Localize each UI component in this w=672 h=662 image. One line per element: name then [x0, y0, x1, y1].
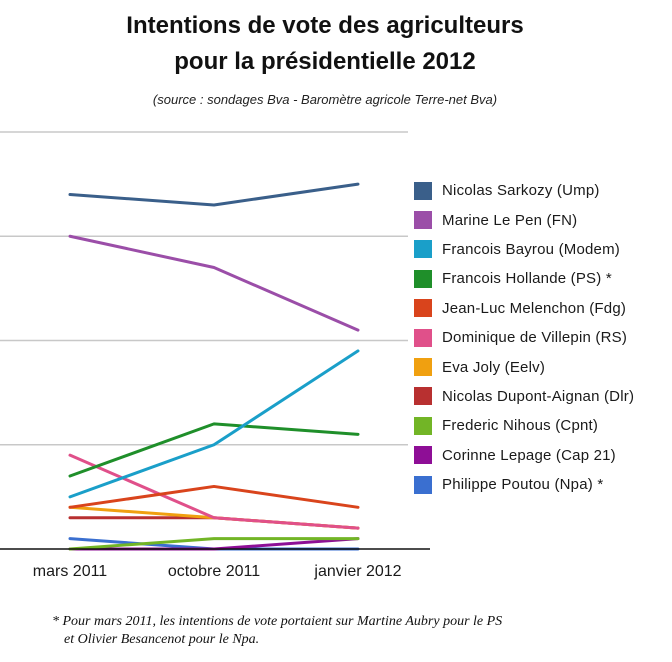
legend-label: Frederic Nihous (Cpnt)	[442, 417, 599, 435]
series-line-2	[68, 349, 360, 499]
legend-item: Corinne Lepage (Cap 21)	[414, 441, 672, 470]
series-line-3	[68, 422, 360, 478]
legend-swatch	[414, 181, 432, 200]
legend-item: Frederic Nihous (Cpnt)	[414, 411, 672, 440]
legend-item: Nicolas Dupont-Aignan (Dlr)	[414, 382, 672, 411]
x-axis: mars 2011 octobre 2011 janvier 2012	[0, 548, 430, 580]
footnote: * Pour mars 2011, les intentions de vote…	[52, 613, 652, 649]
legend-label: Marine Le Pen (FN)	[442, 211, 578, 229]
x-tick-label: janvier 2012	[313, 563, 401, 580]
x-tick-label: octobre 2011	[168, 563, 260, 580]
chart-subtitle: (source : sondages Bva - Baromètre agric…	[152, 92, 498, 107]
legend-label: Francois Bayrou (Modem)	[442, 240, 620, 258]
series-line-7	[68, 516, 360, 530]
legend: Nicolas Sarkozy (Ump) Marine Le Pen (FN) F…	[414, 176, 672, 499]
legend-swatch	[414, 328, 432, 347]
series-line-10	[68, 537, 360, 551]
legend-swatch	[414, 211, 432, 230]
x-tick-label: mars 2011	[33, 563, 108, 580]
series-line-0	[68, 182, 360, 207]
legend-label: Corinne Lepage (Cap 21)	[442, 446, 616, 464]
legend-item: Jean-Luc Melenchon (Fdg)	[414, 294, 672, 323]
legend-swatch	[414, 358, 432, 377]
legend-label: Dominique de Villepin (RS)	[442, 329, 628, 347]
footnote-line-2: et Olivier Besancenot pour le Npa.	[64, 632, 260, 647]
legend-label: Francois Hollande (PS) *	[442, 270, 612, 288]
legend-label: Philippe Poutou (Npa) *	[442, 476, 604, 494]
footnote-line-1: * Pour mars 2011, les intentions de vote…	[52, 614, 503, 629]
legend-swatch	[414, 416, 432, 435]
legend-label: Nicolas Sarkozy (Ump)	[442, 182, 600, 200]
legend-item: Eva Joly (Eelv)	[414, 352, 672, 381]
legend-label: Jean-Luc Melenchon (Fdg)	[442, 299, 627, 317]
chart-title-line-2: pour la présidentielle 2012	[174, 48, 476, 75]
legend-item: Dominique de Villepin (RS)	[414, 323, 672, 352]
series-line-8	[68, 537, 360, 551]
legend-swatch	[414, 240, 432, 259]
legend-item: Francois Hollande (PS) *	[414, 264, 672, 293]
legend-swatch	[414, 269, 432, 288]
legend-item: Francois Bayrou (Modem)	[414, 235, 672, 264]
legend-swatch	[414, 299, 432, 318]
legend-label: Eva Joly (Eelv)	[442, 358, 546, 376]
series-line-5	[68, 453, 360, 530]
series-line-4	[68, 484, 360, 509]
legend-label: Nicolas Dupont-Aignan (Dlr)	[442, 387, 635, 405]
chart-title: Intentions de vote des agriculteurs pour…	[0, 8, 650, 80]
series-lines	[68, 182, 360, 551]
legend-item: Philippe Poutou (Npa) *	[414, 470, 672, 499]
line-chart: mars 2011 octobre 2011 janvier 2012	[0, 131, 430, 580]
legend-item: Marine Le Pen (FN)	[414, 205, 672, 234]
legend-swatch	[414, 446, 432, 465]
legend-item: Nicolas Sarkozy (Ump)	[414, 176, 672, 205]
legend-swatch	[414, 387, 432, 406]
legend-swatch	[414, 475, 432, 494]
series-line-1	[68, 234, 360, 332]
grid-lines	[0, 131, 408, 446]
chart-title-line-1: Intentions de vote des agriculteurs	[126, 12, 524, 39]
series-line-9	[68, 537, 360, 551]
